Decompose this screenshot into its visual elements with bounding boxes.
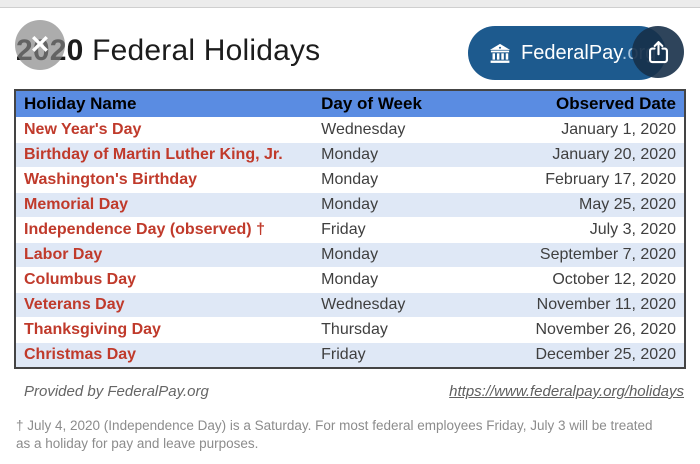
observed-date-cell: July 3, 2020 <box>589 221 676 238</box>
close-button[interactable]: ✕ <box>15 20 65 70</box>
table-row: New Year's Day Wednesday January 1, 2020 <box>15 117 685 143</box>
table-row: Birthday of Martin Luther King, Jr. Mond… <box>15 142 685 168</box>
observed-date-cell: October 12, 2020 <box>552 271 676 288</box>
brand-area: FederalPay.org <box>468 22 684 80</box>
footnote-text: † July 4, 2020 (Independence Day) is a S… <box>16 418 653 452</box>
column-header-observed-date: Observed Date <box>477 90 685 118</box>
day-of-week-cell: Monday <box>321 271 379 288</box>
holidays-table: Holiday Name Day of Week Observed Date N… <box>14 89 686 369</box>
holiday-name-cell: Independence Day (observed) † <box>24 221 265 238</box>
holiday-name-cell: Memorial Day <box>24 196 129 213</box>
day-of-week-cell: Monday <box>321 196 379 213</box>
observed-date-cell: November 11, 2020 <box>536 296 676 313</box>
page-title: 2020 Federal Holidays <box>16 34 320 68</box>
day-of-week-cell: Friday <box>321 346 366 363</box>
observed-date-cell: January 20, 2020 <box>552 146 676 163</box>
day-of-week-cell: Wednesday <box>321 121 406 138</box>
holiday-name-cell: Washington's Birthday <box>24 171 197 188</box>
table-body: New Year's Day Wednesday January 1, 2020… <box>15 117 685 368</box>
day-of-week-cell: Monday <box>321 171 379 188</box>
page-header: 2020 Federal Holidays ✕ FederalPay.org <box>0 8 700 89</box>
day-of-week-cell: Monday <box>321 146 379 163</box>
observed-date-cell: September 7, 2020 <box>539 246 676 263</box>
share-button[interactable] <box>632 26 684 78</box>
column-header-day-of-week: Day of Week <box>313 90 478 118</box>
table-row: Veterans Day Wednesday November 11, 2020 <box>15 292 685 318</box>
holiday-name-cell: Thanksgiving Day <box>24 321 161 338</box>
day-of-week-cell: Wednesday <box>321 296 406 313</box>
holiday-name-cell: New Year's Day <box>24 121 142 138</box>
close-icon: ✕ <box>29 30 51 59</box>
table-row: Independence Day (observed) † Friday Jul… <box>15 217 685 243</box>
observed-date-cell: February 17, 2020 <box>545 171 676 188</box>
column-header-holiday-name: Holiday Name <box>15 90 314 118</box>
top-status-strip <box>0 0 700 8</box>
provider-row: Provided by FederalPay.org https://www.f… <box>0 369 700 400</box>
observed-date-cell: November 26, 2020 <box>535 321 676 338</box>
holiday-name-cell: Veterans Day <box>24 296 125 313</box>
observed-date-cell: May 25, 2020 <box>579 196 676 213</box>
holiday-name-cell: Birthday of Martin Luther King, Jr. <box>24 146 283 163</box>
table-row: Thanksgiving Day Thursday November 26, 2… <box>15 317 685 343</box>
brand-name: FederalPay <box>521 41 622 64</box>
table-header-row: Holiday Name Day of Week Observed Date <box>15 90 685 118</box>
table-row: Christmas Day Friday December 25, 2020 <box>15 342 685 368</box>
table-header: Holiday Name Day of Week Observed Date <box>15 90 685 118</box>
provided-by-text: Provided by FederalPay.org <box>24 383 209 400</box>
day-of-week-cell: Monday <box>321 246 379 263</box>
table-row: Columbus Day Monday October 12, 2020 <box>15 267 685 293</box>
table-row: Memorial Day Monday May 25, 2020 <box>15 192 685 218</box>
share-icon <box>645 39 672 66</box>
holiday-name-cell: Labor Day <box>24 246 103 263</box>
day-of-week-cell: Thursday <box>321 321 388 338</box>
observed-date-cell: January 1, 2020 <box>561 121 676 138</box>
holiday-name-cell: Columbus Day <box>24 271 137 288</box>
holiday-name-cell: Christmas Day <box>24 346 137 363</box>
observed-date-cell: December 25, 2020 <box>535 346 676 363</box>
bank-icon <box>488 42 512 65</box>
day-of-week-cell: Friday <box>321 221 366 238</box>
holidays-link[interactable]: https://www.federalpay.org/holidays <box>449 383 684 400</box>
table-row: Labor Day Monday September 7, 2020 <box>15 242 685 268</box>
table-row: Washington's Birthday Monday February 17… <box>15 167 685 193</box>
title-rest: Federal Holidays <box>83 34 321 67</box>
